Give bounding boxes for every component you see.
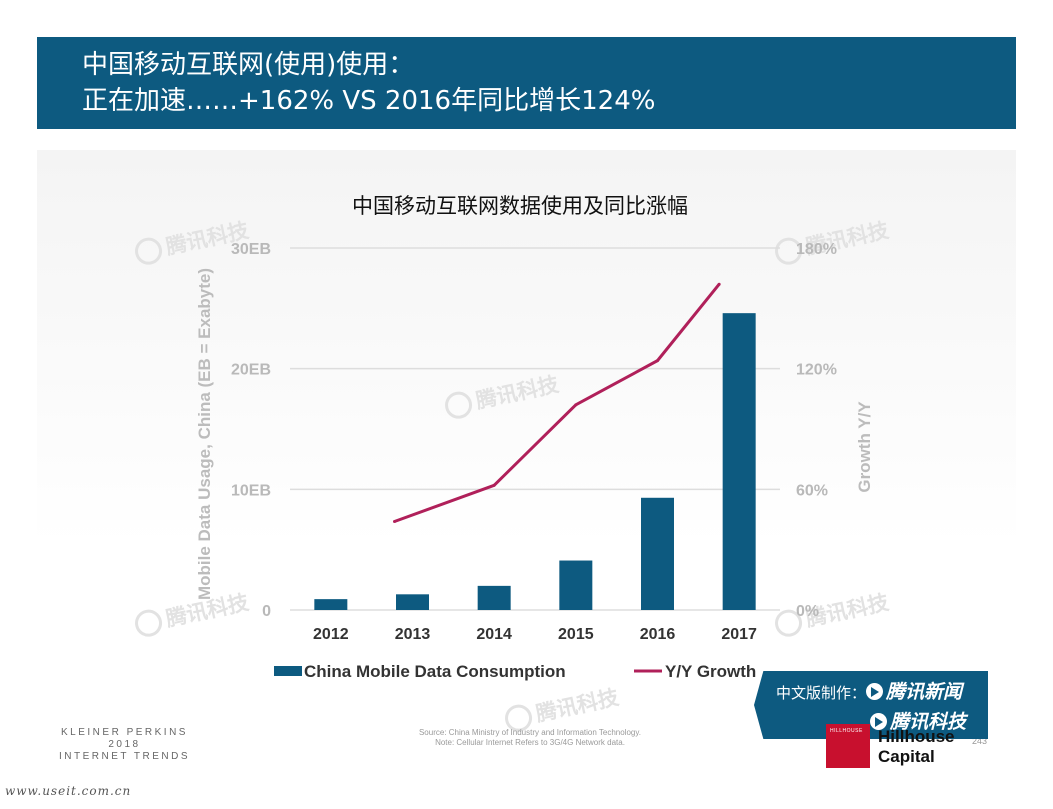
slide-title-line2: 正在加速……+162% VS 2016年同比增长124% <box>82 86 656 116</box>
hillhouse-logo-icon: HILLHOUSE <box>826 724 870 768</box>
growth-point <box>393 520 396 524</box>
badge-line2: 腾讯科技 <box>870 707 966 734</box>
y-tick-label: 30EB <box>231 241 271 258</box>
legend: China Mobile Data Consumption Y/Y Growth <box>274 662 756 681</box>
y-tick-label: 20EB <box>231 362 271 379</box>
category-labels: 2012 2013 2014 2015 2016 2017 <box>313 626 757 643</box>
hillhouse-line2: Capital <box>878 747 935 766</box>
brand-line1: KLEINER PERKINS <box>61 727 188 738</box>
bar-2012 <box>314 599 348 610</box>
y-tick-label: 0 <box>262 603 271 620</box>
slide-title-line1: 中国移动互联网(使用)使用： <box>82 50 415 80</box>
watermark: 腾讯科技 <box>445 372 562 419</box>
kpcb-logo: KLEINER PERKINS 2018 INTERNET TRENDS <box>52 727 197 763</box>
legend-line-label: Y/Y Growth <box>665 662 756 681</box>
growth-point <box>656 359 659 363</box>
watermark: 腾讯科技 <box>135 590 252 637</box>
gridlines <box>290 247 780 611</box>
line-series <box>393 282 721 524</box>
badge-name-news: 腾讯新闻 <box>886 681 963 703</box>
x-tick-label: 2016 <box>640 626 676 643</box>
watermark-logo-icon <box>445 391 473 419</box>
watermark-logo-icon <box>775 237 803 265</box>
bar-2013 <box>396 594 429 610</box>
watermark-logo-icon <box>505 704 533 732</box>
brand-line3: INTERNET TRENDS <box>58 751 191 762</box>
y2-tick-label: 120% <box>796 362 837 379</box>
title-banner: 中国移动互联网(使用)使用： 正在加速……+162% VS 2016年同比增长1… <box>37 37 1016 129</box>
hillhouse-line1: Hillhouse <box>878 727 955 746</box>
bar-2015 <box>559 560 593 610</box>
y2-tick-label: 60% <box>796 482 828 499</box>
hillhouse-wordmark: Hillhouse Capital <box>878 727 955 767</box>
chart-title: 中国移动互联网数据使用及同比涨幅 <box>352 194 688 218</box>
bar-series <box>314 313 756 610</box>
y2-tick-label: 0% <box>796 603 819 620</box>
tencent-news-icon <box>866 683 884 700</box>
x-tick-label: 2015 <box>558 626 594 643</box>
badge-background <box>754 671 988 739</box>
chinese-edition-badge: 中文版制作： 腾讯新闻 腾讯科技 <box>754 671 988 739</box>
watermark-text: 腾讯科技 <box>474 372 562 413</box>
page-number: 243 <box>972 736 988 746</box>
watermark-text: 腾讯科技 <box>534 685 622 726</box>
growth-point <box>717 282 721 286</box>
right-axis-title: Growth Y/Y <box>855 401 874 493</box>
source-line: Source: China Ministry of Industry and I… <box>418 728 642 737</box>
bar-2016 <box>641 497 674 610</box>
chart-background <box>37 150 1016 715</box>
legend-bar-label: China Mobile Data Consumption <box>304 662 566 681</box>
growth-line <box>393 283 721 523</box>
left-axis-ticks: 0 10EB 20EB 30EB <box>231 241 271 620</box>
source-note: Source: China Ministry of Industry and I… <box>380 728 680 748</box>
x-tick-label: 2012 <box>313 626 349 643</box>
badge-name-tech: 腾讯科技 <box>890 711 967 733</box>
left-axis-title: Mobile Data Usage, China (EB = Exabyte) <box>195 268 214 600</box>
x-tick-label: 2013 <box>395 626 431 643</box>
badge-prefix: 中文版制作： <box>776 684 867 702</box>
brand-line2: 2018 <box>108 739 141 750</box>
right-axis-ticks: 0% 60% 120% 180% <box>796 241 837 620</box>
site-watermark-url: www.useit.com.cn <box>5 784 132 798</box>
growth-point <box>574 403 578 407</box>
watermark: 腾讯科技 <box>505 685 622 732</box>
bar-2017 <box>722 313 756 610</box>
growth-point <box>492 483 496 487</box>
y-tick-label: 10EB <box>231 482 271 499</box>
y2-tick-label: 180% <box>796 241 837 258</box>
x-tick-label: 2017 <box>721 626 757 643</box>
x-tick-label: 2014 <box>476 626 512 643</box>
hillhouse-logo-text: HILLHOUSE <box>830 728 863 734</box>
watermark-logo-icon <box>775 609 803 637</box>
bar-2014 <box>477 585 511 610</box>
badge-line1: 中文版制作： 腾讯新闻 <box>776 677 962 704</box>
watermark-logo-icon <box>135 237 163 265</box>
tencent-tech-icon <box>870 713 887 730</box>
watermark: 腾讯科技 <box>775 590 892 637</box>
watermark-logo-icon <box>135 609 163 637</box>
note-line: Note: Cellular Internet Refers to 3G/4G … <box>435 738 625 747</box>
legend-bar-swatch <box>274 666 302 676</box>
